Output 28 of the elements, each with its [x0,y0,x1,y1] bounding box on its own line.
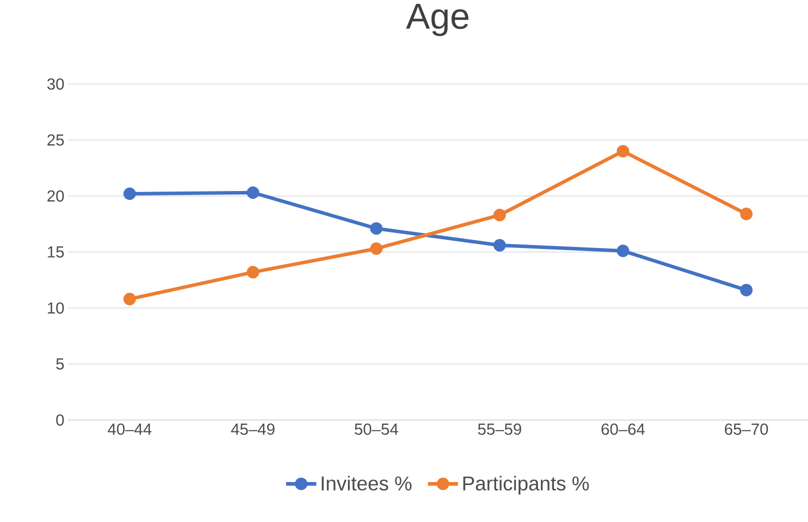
point [246,186,260,199]
point [246,266,260,278]
point [123,188,136,200]
legend-label: Participants % [463,476,589,494]
point [370,222,383,235]
point [493,239,506,252]
point [616,144,630,158]
y-tick-label: 15 [48,246,64,258]
point [616,244,630,258]
legend-label: Invitees % [322,476,412,491]
x-tick-label: 50–54 [354,424,398,435]
chart-title: Age [406,4,468,36]
y-tick-label: 30 [47,78,64,90]
y-tick-label: 25 [47,134,64,146]
point [493,208,506,222]
point [123,292,136,306]
x-tick-label: 40–44 [108,424,152,435]
point [740,208,753,220]
y-tick-label: 20 [47,190,64,202]
x-tick-label: 55–59 [478,424,522,435]
point [740,284,753,296]
x-tick-label: 65–70 [724,424,768,435]
y-tick-label: 5 [56,358,64,370]
y-tick-label: 0 [56,414,64,426]
point [370,242,383,255]
y-tick-label: 10 [48,302,64,314]
x-tick-label: 45–49 [231,424,274,435]
x-tick-label: 60–64 [602,424,645,435]
